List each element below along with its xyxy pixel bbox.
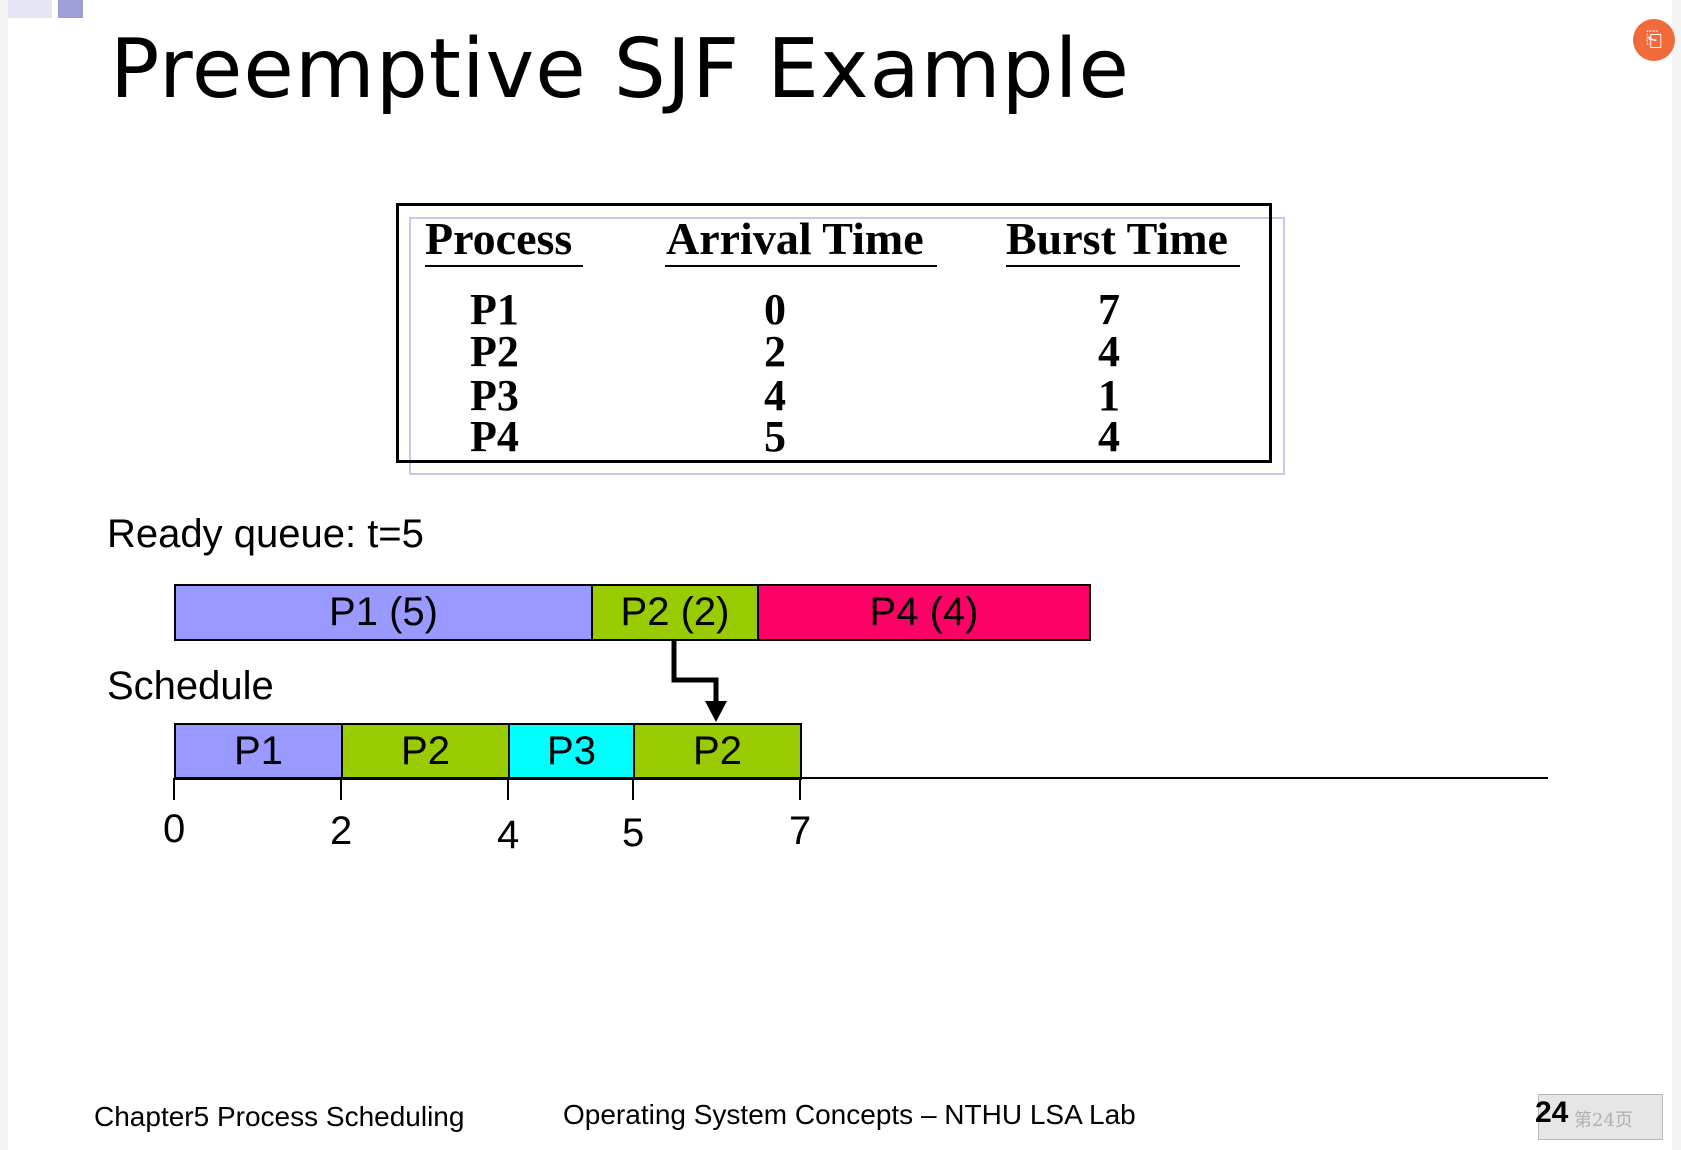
corner-decoration [58,0,83,18]
ready-queue-item-p2: P2 (2) [591,584,759,641]
header-burst-time: Burst Time [1006,213,1228,264]
time-tick-label: 7 [789,809,812,853]
cell-process: P3 [470,371,519,420]
ready-queue-item-p4: P4 (4) [757,584,1091,641]
ready-queue-label: Ready queue: t=5 [107,512,424,556]
header-underline [665,265,937,267]
cell-process: P4 [470,412,519,461]
time-tick-label: 2 [330,809,353,853]
schedule-block-p3: P3 [508,723,635,780]
header-arrival-time: Arrival Time [666,213,924,264]
page-number: 24 [1535,1096,1569,1129]
cell-arrival: 4 [764,371,786,420]
slide [8,0,1672,1150]
header-underline [1006,265,1240,267]
time-axis-ticks [173,778,801,800]
cell-burst: 7 [1098,285,1120,334]
ready-queue-item-p1: P1 (5) [174,584,593,641]
table-shadow [409,217,1285,475]
time-tick-label: 5 [622,811,645,855]
header-process: Process [425,213,573,264]
cell-arrival: 5 [764,412,786,461]
header-underline [425,265,583,267]
page-watermark: 第24页 [1574,1110,1633,1131]
cell-process: P2 [470,327,519,376]
slide-share-icon[interactable]: ⎗ [1633,19,1675,61]
schedule-block-p2: P2 [341,723,510,780]
cell-burst: 4 [1098,412,1120,461]
cell-arrival: 2 [764,327,786,376]
footer-chapter: Chapter5 Process Scheduling [94,1101,465,1132]
page-indicator [1538,1094,1663,1140]
cell-arrival: 0 [764,285,786,334]
slide-title: Preemptive SJF Example [110,22,1130,117]
footer-course: Operating System Concepts – NTHU LSA Lab [563,1099,1136,1130]
cell-process: P1 [470,285,519,334]
preemption-arrowhead [705,701,727,722]
corner-decoration [8,0,52,18]
preemption-arrow-line [671,641,719,703]
schedule-block-p2: P2 [633,723,802,780]
process-table [396,203,1272,463]
cell-burst: 4 [1098,327,1120,376]
time-tick-label: 4 [497,813,520,857]
schedule-label: Schedule [107,664,274,708]
time-tick-label: 0 [163,807,186,851]
cell-burst: 1 [1098,371,1120,420]
